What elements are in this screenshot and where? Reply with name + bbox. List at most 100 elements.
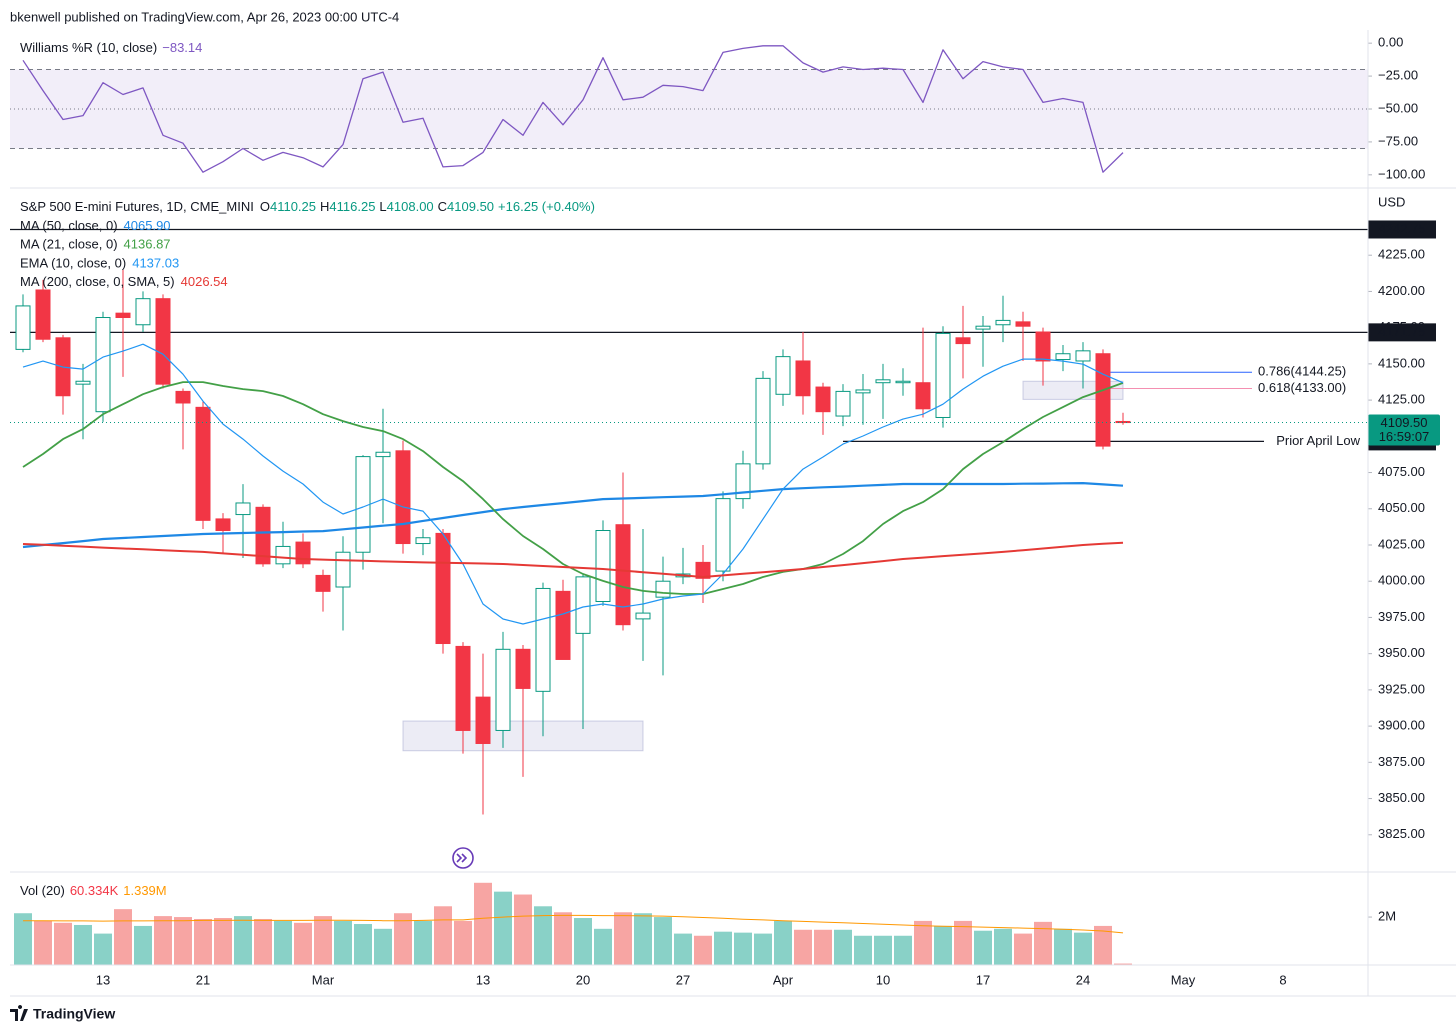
currency: USD — [1378, 194, 1405, 209]
candle-body — [595, 530, 611, 602]
x-tick-label: Apr — [773, 972, 794, 987]
wr-title: Williams %R (10, close) — [20, 40, 157, 55]
candle-body — [1055, 353, 1071, 361]
y-tick-label: 3900.00 — [1378, 718, 1425, 733]
candle-body — [295, 541, 311, 565]
y-tick-label: 2M — [1378, 908, 1396, 923]
y-tick-label: 4150.00 — [1378, 355, 1425, 370]
candle-body — [435, 532, 451, 645]
moving-average — [22, 381, 1124, 595]
countdown: 16:59:07 — [1379, 429, 1430, 444]
candle-body — [455, 645, 471, 731]
ohlc-key: L — [379, 199, 386, 214]
volume-ma — [23, 914, 1124, 934]
volume-bar — [674, 933, 692, 965]
candle-body — [495, 648, 511, 731]
candle-body — [775, 356, 791, 395]
volume-bar — [894, 935, 912, 965]
ohlc-key: O — [260, 199, 270, 214]
candle-body — [555, 590, 571, 660]
candle-body — [175, 390, 191, 404]
volume-bar — [774, 920, 792, 965]
vol-legend: Vol (20) 60.334K 1.339M — [20, 883, 167, 898]
ohlc-key: C — [438, 199, 447, 214]
y-tick-label: 3950.00 — [1378, 645, 1425, 660]
vol-title: Vol (20) — [20, 883, 65, 898]
symbol-title: S&P 500 E-mini Futures, 1D, CME_MINI — [20, 199, 254, 214]
y-tick-label: −25.00 — [1378, 68, 1418, 83]
ma-name: EMA (10, close, 0) — [20, 256, 126, 271]
candle-body — [695, 561, 711, 579]
candle-body — [115, 312, 131, 319]
ma-legend: EMA (10, close, 0) 4137.03 — [20, 256, 179, 271]
candle-body — [415, 537, 431, 545]
vol-ma-value: 1.339M — [123, 883, 166, 898]
candle-body — [315, 574, 331, 592]
level-tag — [1368, 220, 1436, 239]
candle-body — [255, 506, 271, 565]
y-tick-label: 3925.00 — [1378, 681, 1425, 696]
vol-value: 60.334K — [70, 883, 119, 898]
volume-bar — [74, 924, 92, 965]
icon-circle[interactable] — [452, 847, 474, 869]
candle-body — [615, 524, 631, 626]
candle-body — [35, 289, 51, 340]
logo-mark — [10, 1005, 28, 1021]
candle-body — [815, 386, 831, 413]
volume-bar — [34, 920, 52, 965]
volume-bar — [974, 930, 992, 965]
candle-body — [895, 380, 911, 384]
volume-bar — [354, 924, 372, 965]
volume-bar — [574, 918, 592, 965]
x-tick-label: 8 — [1279, 972, 1286, 987]
volume-bar — [114, 909, 132, 965]
volume-bar — [554, 912, 572, 965]
x-tick-label: 10 — [876, 972, 890, 987]
fib-label: 0.786(4144.25) — [1258, 364, 1346, 379]
volume-bar — [394, 913, 412, 965]
y-tick-label: 3825.00 — [1378, 826, 1425, 841]
volume-bar — [994, 928, 1012, 965]
candle-body — [975, 325, 991, 330]
candle-body — [395, 450, 411, 545]
x-tick-label: 13 — [476, 972, 490, 987]
price-header: S&P 500 E-mini Futures, 1D, CME_MINI O411… — [20, 199, 595, 214]
icon-arrow[interactable] — [456, 853, 468, 863]
volume-bar — [1094, 925, 1112, 965]
candle-body — [855, 389, 871, 394]
candle-body — [915, 382, 931, 410]
candle-body — [195, 406, 211, 521]
ma-legend: MA (200, close, 0, SMA, 5) 4026.54 — [20, 275, 228, 290]
ma-legend: MA (21, close, 0) 4136.87 — [20, 237, 171, 252]
level-tag — [1368, 323, 1436, 342]
ma-value: 4026.54 — [181, 275, 228, 290]
last-price-tag — [1368, 414, 1440, 446]
volume-bar — [14, 913, 32, 965]
ohlc-value: 4109.50 — [447, 199, 494, 214]
volume-bar — [314, 916, 332, 965]
x-tick-label: 20 — [576, 972, 590, 987]
volume-bar — [454, 920, 472, 965]
candle-body — [355, 456, 371, 553]
wr-line — [22, 45, 1124, 173]
y-tick-label: 0.00 — [1378, 35, 1403, 50]
volume-bar — [194, 918, 212, 965]
y-tick-label: −50.00 — [1378, 100, 1418, 115]
volume-bar — [534, 906, 552, 965]
volume-bar — [614, 912, 632, 965]
volume-bar — [414, 920, 432, 965]
volume-bar — [174, 917, 192, 965]
volume-bar — [274, 920, 292, 965]
candle-body — [375, 451, 391, 458]
candle-body — [835, 390, 851, 417]
logo-text: TradingView — [33, 1006, 115, 1022]
ma-legend: MA (50, close, 0) 4065.90 — [20, 218, 171, 233]
y-tick-label: 4125.00 — [1378, 392, 1425, 407]
volume-bar — [934, 925, 952, 965]
volume-bar — [474, 882, 492, 965]
candle-body — [1075, 350, 1091, 362]
y-tick-label: −100.00 — [1378, 166, 1425, 181]
x-tick-label: 17 — [976, 972, 990, 987]
replay-icon[interactable] — [452, 847, 474, 869]
volume-bar — [1074, 932, 1092, 965]
